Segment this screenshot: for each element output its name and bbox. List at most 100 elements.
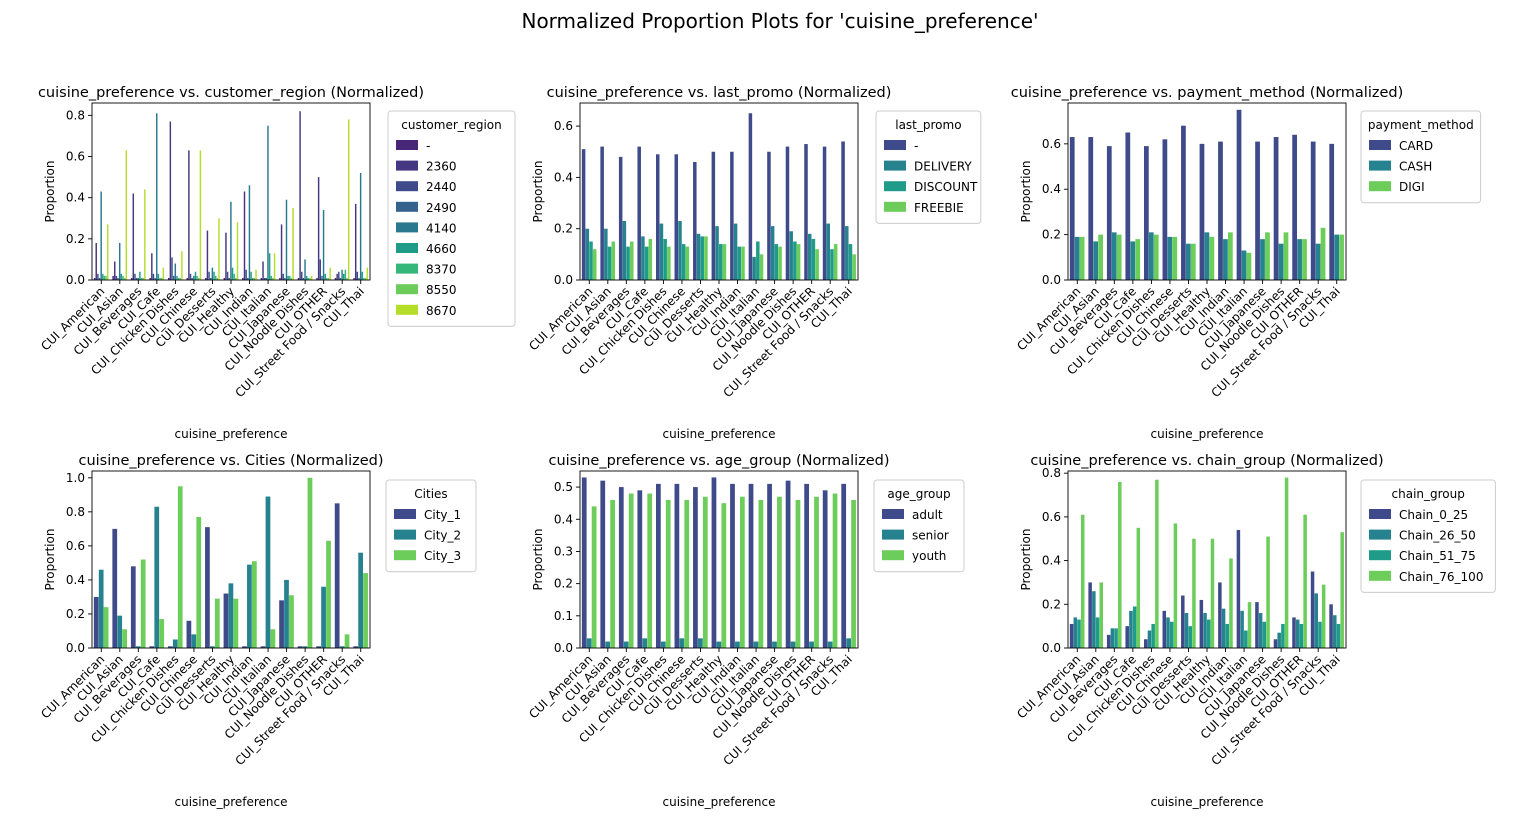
x-axis-label: cuisine_preference <box>1150 427 1263 441</box>
bar <box>1258 613 1263 648</box>
bar <box>326 540 331 648</box>
bar <box>100 191 102 280</box>
bar <box>273 253 276 280</box>
legend-label: City_3 <box>424 549 461 563</box>
bar <box>1136 527 1141 648</box>
legend-swatch <box>396 222 418 233</box>
bar <box>196 275 198 280</box>
bar <box>1172 236 1178 280</box>
bar <box>353 277 355 280</box>
bar <box>1236 530 1241 648</box>
bar <box>310 275 313 280</box>
bar <box>1077 619 1081 648</box>
legend: chain_group Chain_0_25 Chain_26_50 Chain_51… <box>1360 479 1496 593</box>
bar <box>1080 514 1085 648</box>
bar <box>316 277 318 280</box>
bar <box>233 273 235 280</box>
y-tick-label: 0.0 <box>554 641 573 655</box>
bar <box>210 646 215 648</box>
y-tick-label: 0.8 <box>66 505 85 519</box>
bar <box>759 254 764 280</box>
x-axis-label: cuisine_preference <box>1150 795 1263 809</box>
bar <box>1148 232 1154 280</box>
y-axis-label: Proportion <box>1019 529 1033 591</box>
bar <box>851 499 856 648</box>
bar <box>1297 239 1302 280</box>
bar <box>648 238 653 280</box>
bar <box>289 275 291 280</box>
legend-swatch <box>396 181 418 192</box>
legend-label: - <box>914 139 918 153</box>
bar <box>1246 252 1252 280</box>
bar <box>796 244 801 280</box>
subplot-title: cuisine_preference vs. customer_region (… <box>38 85 424 101</box>
bar <box>263 277 266 280</box>
legend-label: Chain_76_100 <box>1399 570 1483 584</box>
bar <box>1130 241 1136 280</box>
legend-label: CARD <box>1399 139 1433 153</box>
bar <box>1278 243 1284 280</box>
bar <box>1209 236 1215 280</box>
bar <box>1181 595 1185 648</box>
subplot-title: cuisine_preference vs. chain_group (Norm… <box>1030 453 1383 469</box>
bar <box>270 275 272 280</box>
bar <box>833 244 838 280</box>
bar <box>1283 232 1289 280</box>
subplot-2: 0.00.20.40.6CUI_AmericanCUI_AsianCUI_Bev… <box>526 85 982 441</box>
bar <box>1162 610 1167 648</box>
bar <box>684 499 690 648</box>
bar <box>159 619 165 648</box>
bar <box>223 277 226 280</box>
legend-label: 2490 <box>426 201 457 215</box>
bar <box>841 141 845 280</box>
bar <box>140 277 143 280</box>
bar <box>179 277 181 280</box>
bar <box>642 638 648 648</box>
legend-swatch <box>884 160 906 171</box>
bar <box>1299 623 1304 648</box>
bar <box>1204 232 1210 280</box>
bar <box>130 277 133 280</box>
bar <box>1074 236 1080 280</box>
bar <box>1303 514 1307 648</box>
bar <box>344 634 350 648</box>
bar <box>795 499 801 648</box>
bar <box>815 249 819 280</box>
bar <box>845 226 849 280</box>
bar <box>585 228 590 280</box>
bar <box>1143 639 1148 648</box>
bar <box>1079 236 1085 280</box>
bar <box>748 483 754 648</box>
bar <box>715 226 719 280</box>
bar <box>852 254 856 280</box>
bar <box>581 477 587 648</box>
bar <box>309 277 311 280</box>
bar <box>1143 146 1149 280</box>
bar <box>1106 634 1111 648</box>
bar <box>846 638 851 648</box>
legend-label: 8370 <box>426 263 457 277</box>
bar <box>226 271 229 280</box>
bar <box>339 646 345 648</box>
legend-label: 4140 <box>426 221 457 235</box>
bar <box>230 201 232 280</box>
y-tick-label: 0.2 <box>554 222 573 236</box>
bar <box>1229 558 1233 648</box>
bar <box>1333 615 1337 648</box>
bar <box>793 241 797 280</box>
bar <box>830 249 834 280</box>
bar <box>607 246 612 280</box>
bar <box>186 620 192 648</box>
bar <box>329 267 331 280</box>
bar <box>618 156 623 280</box>
bar <box>814 496 819 648</box>
bars <box>581 477 856 648</box>
bar <box>134 273 136 280</box>
bar <box>245 269 247 280</box>
legend-swatch <box>396 160 418 171</box>
legend-swatch <box>396 284 418 295</box>
bar <box>216 277 219 280</box>
bar <box>149 646 155 648</box>
bar <box>1116 234 1122 280</box>
